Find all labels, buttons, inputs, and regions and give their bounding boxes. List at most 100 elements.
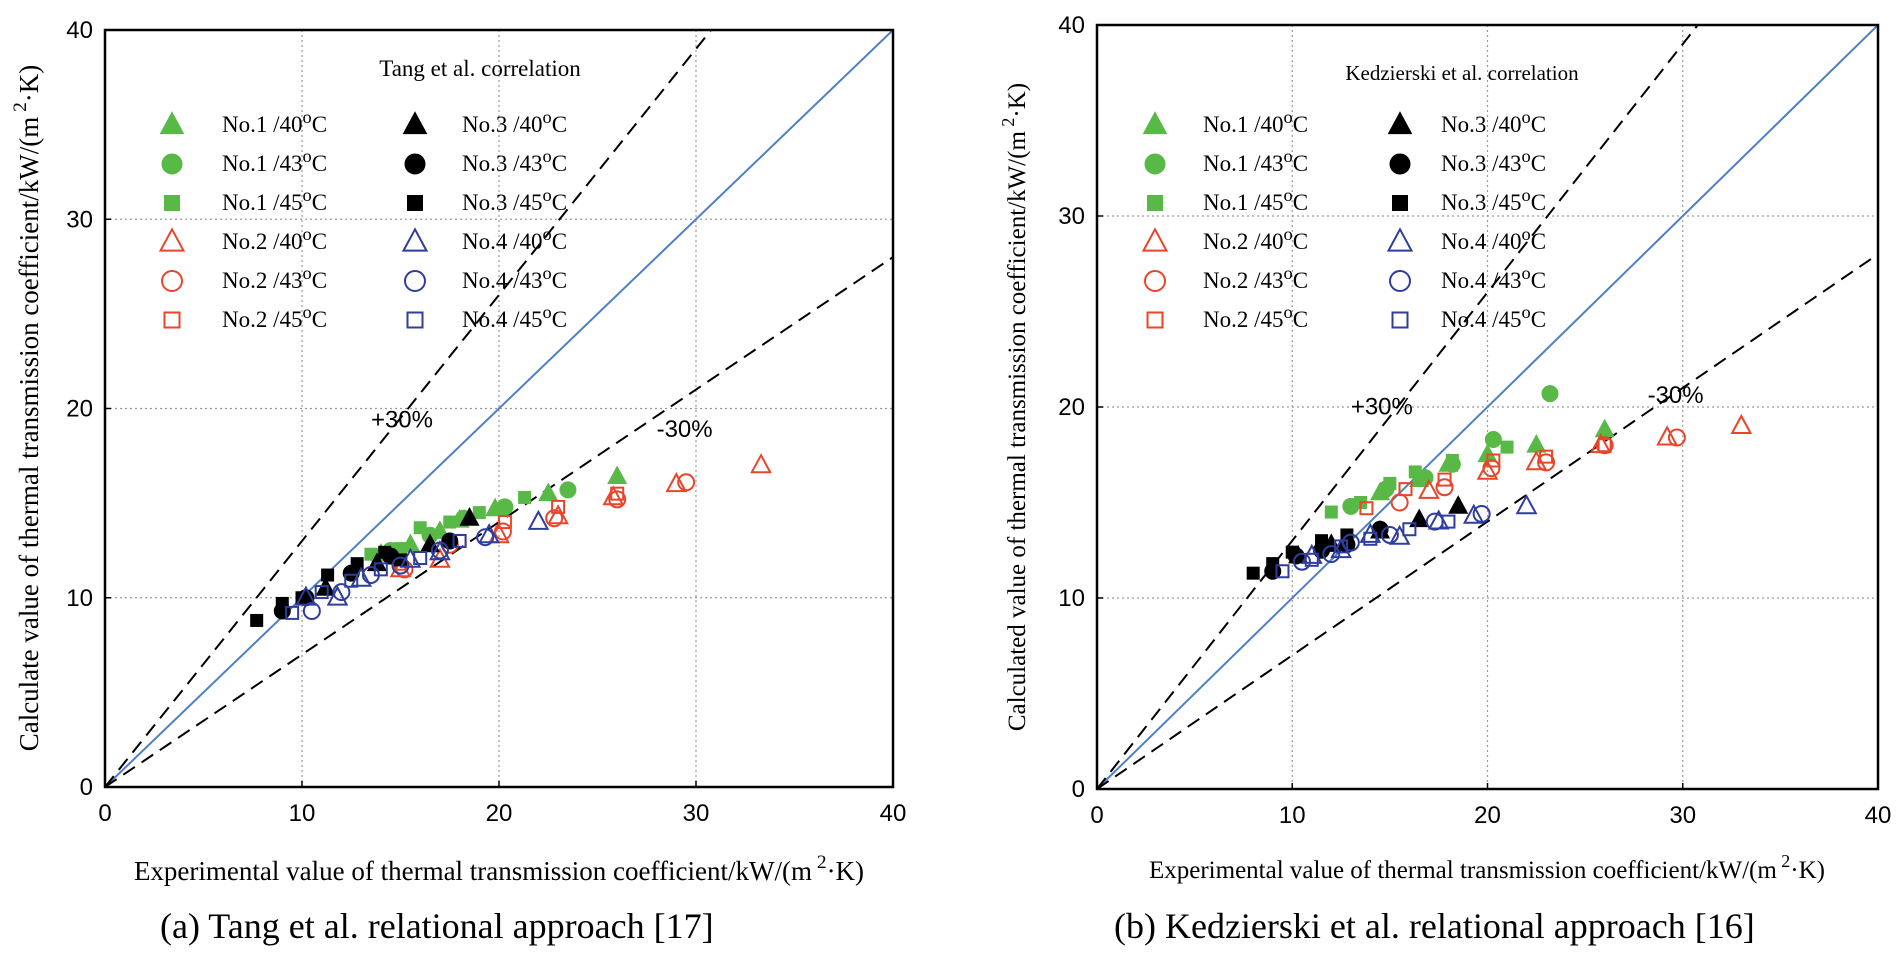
data-point-no1_43: [559, 481, 577, 499]
data-point-no4_43: [391, 556, 410, 575]
data-point-no3_45: [378, 545, 392, 559]
y-tick-label: 10: [1058, 585, 1085, 612]
data-point-no2_43: [545, 509, 564, 528]
series-no3_45: [250, 545, 407, 627]
legend-marker-no2_45: [1146, 311, 1164, 329]
data-point-no2_40: [1656, 425, 1678, 446]
data-point-no2_43: [1595, 436, 1614, 455]
chart-b: +30% -30% 0 10 20 30 40 0 10 20 30 40 Kedzierski et …: [998, 12, 1892, 884]
legend-marker-no3_45: [1392, 195, 1408, 211]
caption-b: (b) Kedzierski et al. relational approac…: [1114, 906, 1755, 946]
legend-marker-no1_45: [164, 195, 180, 211]
legend-label-no3_40: No.3 /40oC: [1441, 107, 1546, 137]
legend-label-no2_40: No.2 /40oC: [1203, 224, 1308, 254]
data-point-no2_43: [1435, 478, 1454, 497]
series-no3_45: [1246, 528, 1354, 580]
legend-label-no4_45: No.4 /45oC: [462, 302, 567, 332]
series-no4_43: [1293, 504, 1491, 571]
legend: No.1 /40oC No.1 /43oC No.1 /45oC No.2 /40oC…: [1141, 107, 1546, 332]
chart-title: Kedzierski et al. correlation: [1345, 61, 1579, 85]
series-no4_45: [285, 533, 467, 620]
chart-title: Tang et al. correlation: [379, 56, 581, 81]
legend-marker-no3_40: [402, 111, 428, 135]
data-point-no2_40: [750, 453, 772, 474]
series-no3_43: [1264, 520, 1389, 580]
data-point-no4_43: [1380, 525, 1399, 544]
y-tick-label: 30: [1058, 203, 1085, 230]
legend-label-no1_40: No.1 /40oC: [222, 107, 327, 137]
plus-30-line: [1097, 25, 1699, 789]
data-point-no4_45: [1275, 564, 1290, 579]
data-point-no4_40: [478, 523, 500, 544]
data-point-no2_45: [1398, 482, 1413, 497]
data-point-no4_45: [373, 562, 388, 577]
data-point-no3_40: [419, 533, 441, 553]
x-tick-label: 10: [1279, 802, 1306, 829]
legend-label-no2_45: No.2 /45oC: [1203, 302, 1308, 332]
legend-marker-no4_45: [1391, 311, 1409, 329]
data-point-no4_43: [302, 601, 321, 620]
x-tick-label: 40: [880, 800, 907, 827]
caption-a: (a) Tang et al. relational approach [17]: [160, 906, 714, 946]
legend-marker-no1_40: [1142, 111, 1168, 135]
data-point-no3_40: [459, 507, 480, 526]
data-point-no1_45: [472, 506, 486, 520]
legend-label-no4_40: No.4 /40oC: [462, 224, 567, 254]
data-point-no4_43: [332, 583, 351, 602]
data-point-no4_45: [1304, 552, 1319, 567]
data-point-no1_45: [1383, 476, 1397, 490]
data-point-no2_45: [551, 499, 566, 514]
data-point-no2_45: [1359, 501, 1374, 516]
x-tick-label: 0: [1090, 802, 1103, 829]
legend-marker-no4_45: [406, 311, 424, 329]
data-point-no4_45: [1441, 514, 1456, 529]
parity-line: [1097, 25, 1878, 789]
x-tick-label: 40: [1865, 802, 1892, 829]
legend-label-no4_43: No.4 /43oC: [1441, 263, 1546, 293]
legend-marker-no4_43: [1389, 270, 1411, 292]
legend-marker-no1_43: [1144, 153, 1166, 175]
minus-30-label: -30%: [657, 416, 713, 443]
legend-marker-no1_45: [1147, 195, 1163, 211]
y-tick-label: 40: [66, 17, 93, 44]
legend-label-no3_43: No.3 /43oC: [1441, 146, 1546, 176]
y-axis-label: Calculate value of thermal transmission …: [10, 65, 44, 752]
series-no2_40: [1418, 413, 1753, 499]
data-point-no2_40: [1730, 413, 1753, 434]
series-no4_43: [302, 528, 495, 620]
legend-label-no4_45: No.4 /45oC: [1441, 302, 1546, 332]
legend-marker-no2_43: [161, 270, 183, 292]
data-point-no1_40: [607, 465, 628, 484]
y-tick-label: 30: [66, 206, 93, 233]
data-point-no4_45: [344, 573, 359, 588]
y-tick-label: 40: [1058, 12, 1085, 39]
data-point-no1_40: [1594, 418, 1615, 438]
data-point-no4_43: [430, 541, 449, 560]
x-tick-label: 20: [486, 800, 513, 827]
legend-marker-no1_43: [161, 153, 183, 175]
reference-lines: [1097, 25, 1878, 789]
data-point-no1_43: [496, 498, 514, 516]
data-point-no4_43: [1341, 533, 1360, 552]
minus-30-line: [1097, 253, 1878, 789]
data-point-no1_43: [1541, 385, 1559, 403]
legend-label-no1_43: No.1 /43oC: [1203, 146, 1308, 176]
data-point-no2_43: [1667, 428, 1686, 447]
data-point-no2_40: [665, 471, 688, 493]
legend-marker-no3_40: [1387, 111, 1413, 135]
chart-a: +30% -30% 0 10 20 30 40 0 10 20 30 40 Tang et al. co…: [10, 17, 907, 886]
y-tick-label: 0: [1072, 776, 1085, 803]
legend-label-no2_43: No.2 /43oC: [222, 263, 327, 293]
data-point-no4_45: [452, 533, 467, 548]
series-no4_45: [1275, 514, 1456, 579]
data-point-no4_45: [285, 605, 300, 620]
legend-marker-no1_40: [159, 111, 185, 135]
data-point-no2_45: [610, 486, 625, 501]
series-no1_45: [364, 490, 532, 561]
data-point-no4_45: [1363, 531, 1378, 546]
data-point-no1_43: [1484, 430, 1502, 448]
legend-label-no1_45: No.1 /45oC: [222, 185, 327, 215]
data-point-no2_45: [1597, 438, 1612, 453]
data-point-no1_45: [443, 515, 457, 529]
